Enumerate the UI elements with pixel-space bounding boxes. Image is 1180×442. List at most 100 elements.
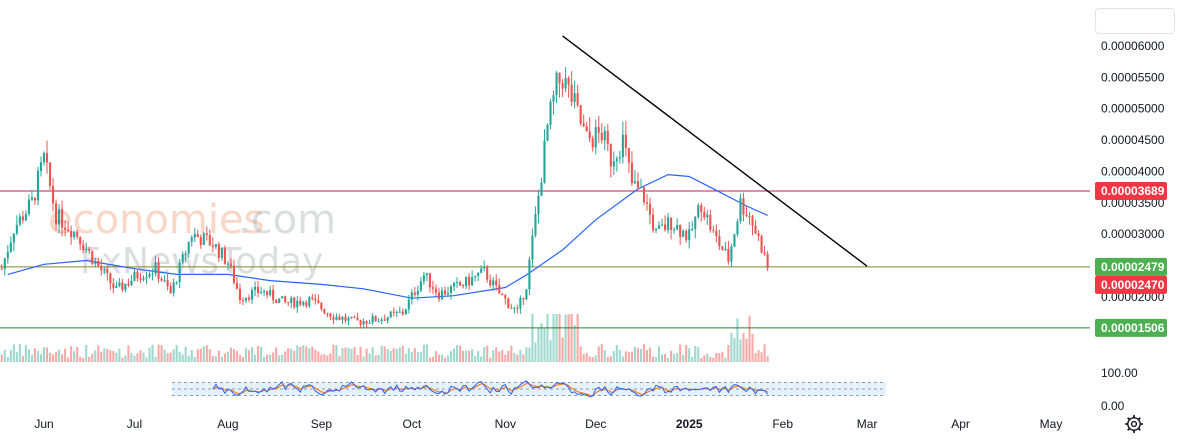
stochastic-tick-label: 100.00 (1101, 366, 1138, 380)
candle-body (395, 311, 398, 313)
volume-bar (449, 351, 453, 362)
candle-body (76, 231, 79, 237)
volume-bar (70, 346, 73, 362)
moving-average-line (7, 173, 768, 299)
candle-body (311, 297, 314, 299)
volume-bar (431, 356, 434, 362)
time-tick-label: Jun (34, 417, 53, 431)
volume-bar (15, 352, 18, 362)
volume-bar (79, 356, 82, 362)
price-tag-background (1095, 181, 1167, 200)
settings-button[interactable] (1124, 414, 1144, 434)
candle-body (263, 291, 266, 293)
volume-bar (55, 351, 58, 362)
chart-toolbar-button[interactable] (1095, 8, 1175, 34)
candle-body (507, 298, 510, 308)
candle-body (700, 205, 703, 213)
volume-bar (238, 355, 242, 362)
candle-body (706, 214, 709, 218)
candle-body (667, 217, 670, 230)
candle-body (272, 289, 275, 300)
volume-bar (386, 349, 389, 362)
candle-body (561, 83, 564, 89)
candle-body (136, 272, 139, 279)
volume-bar (477, 351, 480, 362)
volume-bar (437, 354, 441, 362)
candle-body (160, 278, 163, 281)
volume-bar (486, 345, 489, 362)
volume-bar (172, 349, 175, 362)
candle-body (504, 295, 507, 299)
candle-body (229, 263, 232, 266)
volume-bar (389, 350, 392, 362)
candle-body (462, 285, 465, 287)
candle-body (244, 297, 248, 301)
volume-bar (564, 314, 567, 362)
candle-body (64, 227, 67, 230)
volume-bar (365, 348, 368, 362)
volume-bar (257, 345, 260, 362)
candle-body (721, 246, 724, 251)
volume-bar (751, 333, 754, 362)
time-tick-label: Mar (857, 417, 878, 431)
volume-bar (94, 350, 97, 362)
volume-bar (21, 355, 24, 362)
candle-body (510, 307, 513, 309)
candle-body (642, 187, 646, 203)
volume-bar (160, 345, 163, 362)
candle-body (413, 292, 416, 295)
candle-body (287, 302, 290, 304)
volume-bar (745, 338, 748, 362)
volume-bar (522, 354, 525, 362)
candle-body (187, 242, 190, 254)
volume-bar (287, 348, 290, 362)
volume-bar (670, 350, 673, 362)
volume-bar (91, 353, 94, 362)
candle-body (178, 262, 181, 283)
volume-bar (302, 345, 305, 362)
candle-body (103, 269, 106, 271)
price-tick-label: 0.00005500 (1101, 70, 1165, 84)
trendline[interactable] (562, 35, 868, 267)
volume-bar (260, 346, 263, 362)
volume-bar (742, 333, 745, 362)
time-axis[interactable]: Jun Jul Aug Sep Oct Nov Dec 2025 Feb Mar Apr May (34, 417, 1062, 431)
candle-body (33, 197, 37, 201)
time-tick-label: Oct (402, 417, 421, 431)
candle-body (181, 254, 184, 263)
volume-bar (278, 355, 281, 362)
volume-bar (594, 355, 597, 362)
volume-bar (374, 355, 377, 362)
candle-body (440, 290, 444, 300)
volume-bar (709, 357, 712, 362)
volume-bar (730, 333, 733, 362)
volume-bar (235, 351, 239, 362)
candle-body (184, 253, 187, 255)
volume-bar (347, 347, 350, 362)
candle-body (627, 148, 630, 163)
candle-body (130, 280, 133, 286)
volume-bar (24, 345, 27, 362)
time-tick-label: May (1040, 417, 1063, 431)
candle-body (519, 297, 522, 309)
volume-bar (428, 357, 431, 362)
candle-body (582, 123, 585, 127)
volume-bar (685, 344, 688, 362)
candle-body (326, 313, 329, 315)
watermark: economies .com FxNewsToday (48, 197, 336, 282)
candle-body (27, 199, 30, 215)
volume-bar (664, 354, 667, 362)
trendline-line[interactable] (562, 35, 868, 267)
candle-body (260, 292, 263, 294)
volume-bar (416, 352, 419, 362)
volume-bar (232, 349, 235, 362)
candle-body (12, 233, 15, 243)
time-tick-label: Dec (585, 417, 606, 431)
volume-bar (718, 353, 721, 362)
candle-body (618, 157, 621, 159)
volume-bar (178, 351, 181, 362)
candle-body (371, 315, 374, 323)
volume-bar (139, 350, 142, 362)
candle-body (15, 224, 18, 234)
